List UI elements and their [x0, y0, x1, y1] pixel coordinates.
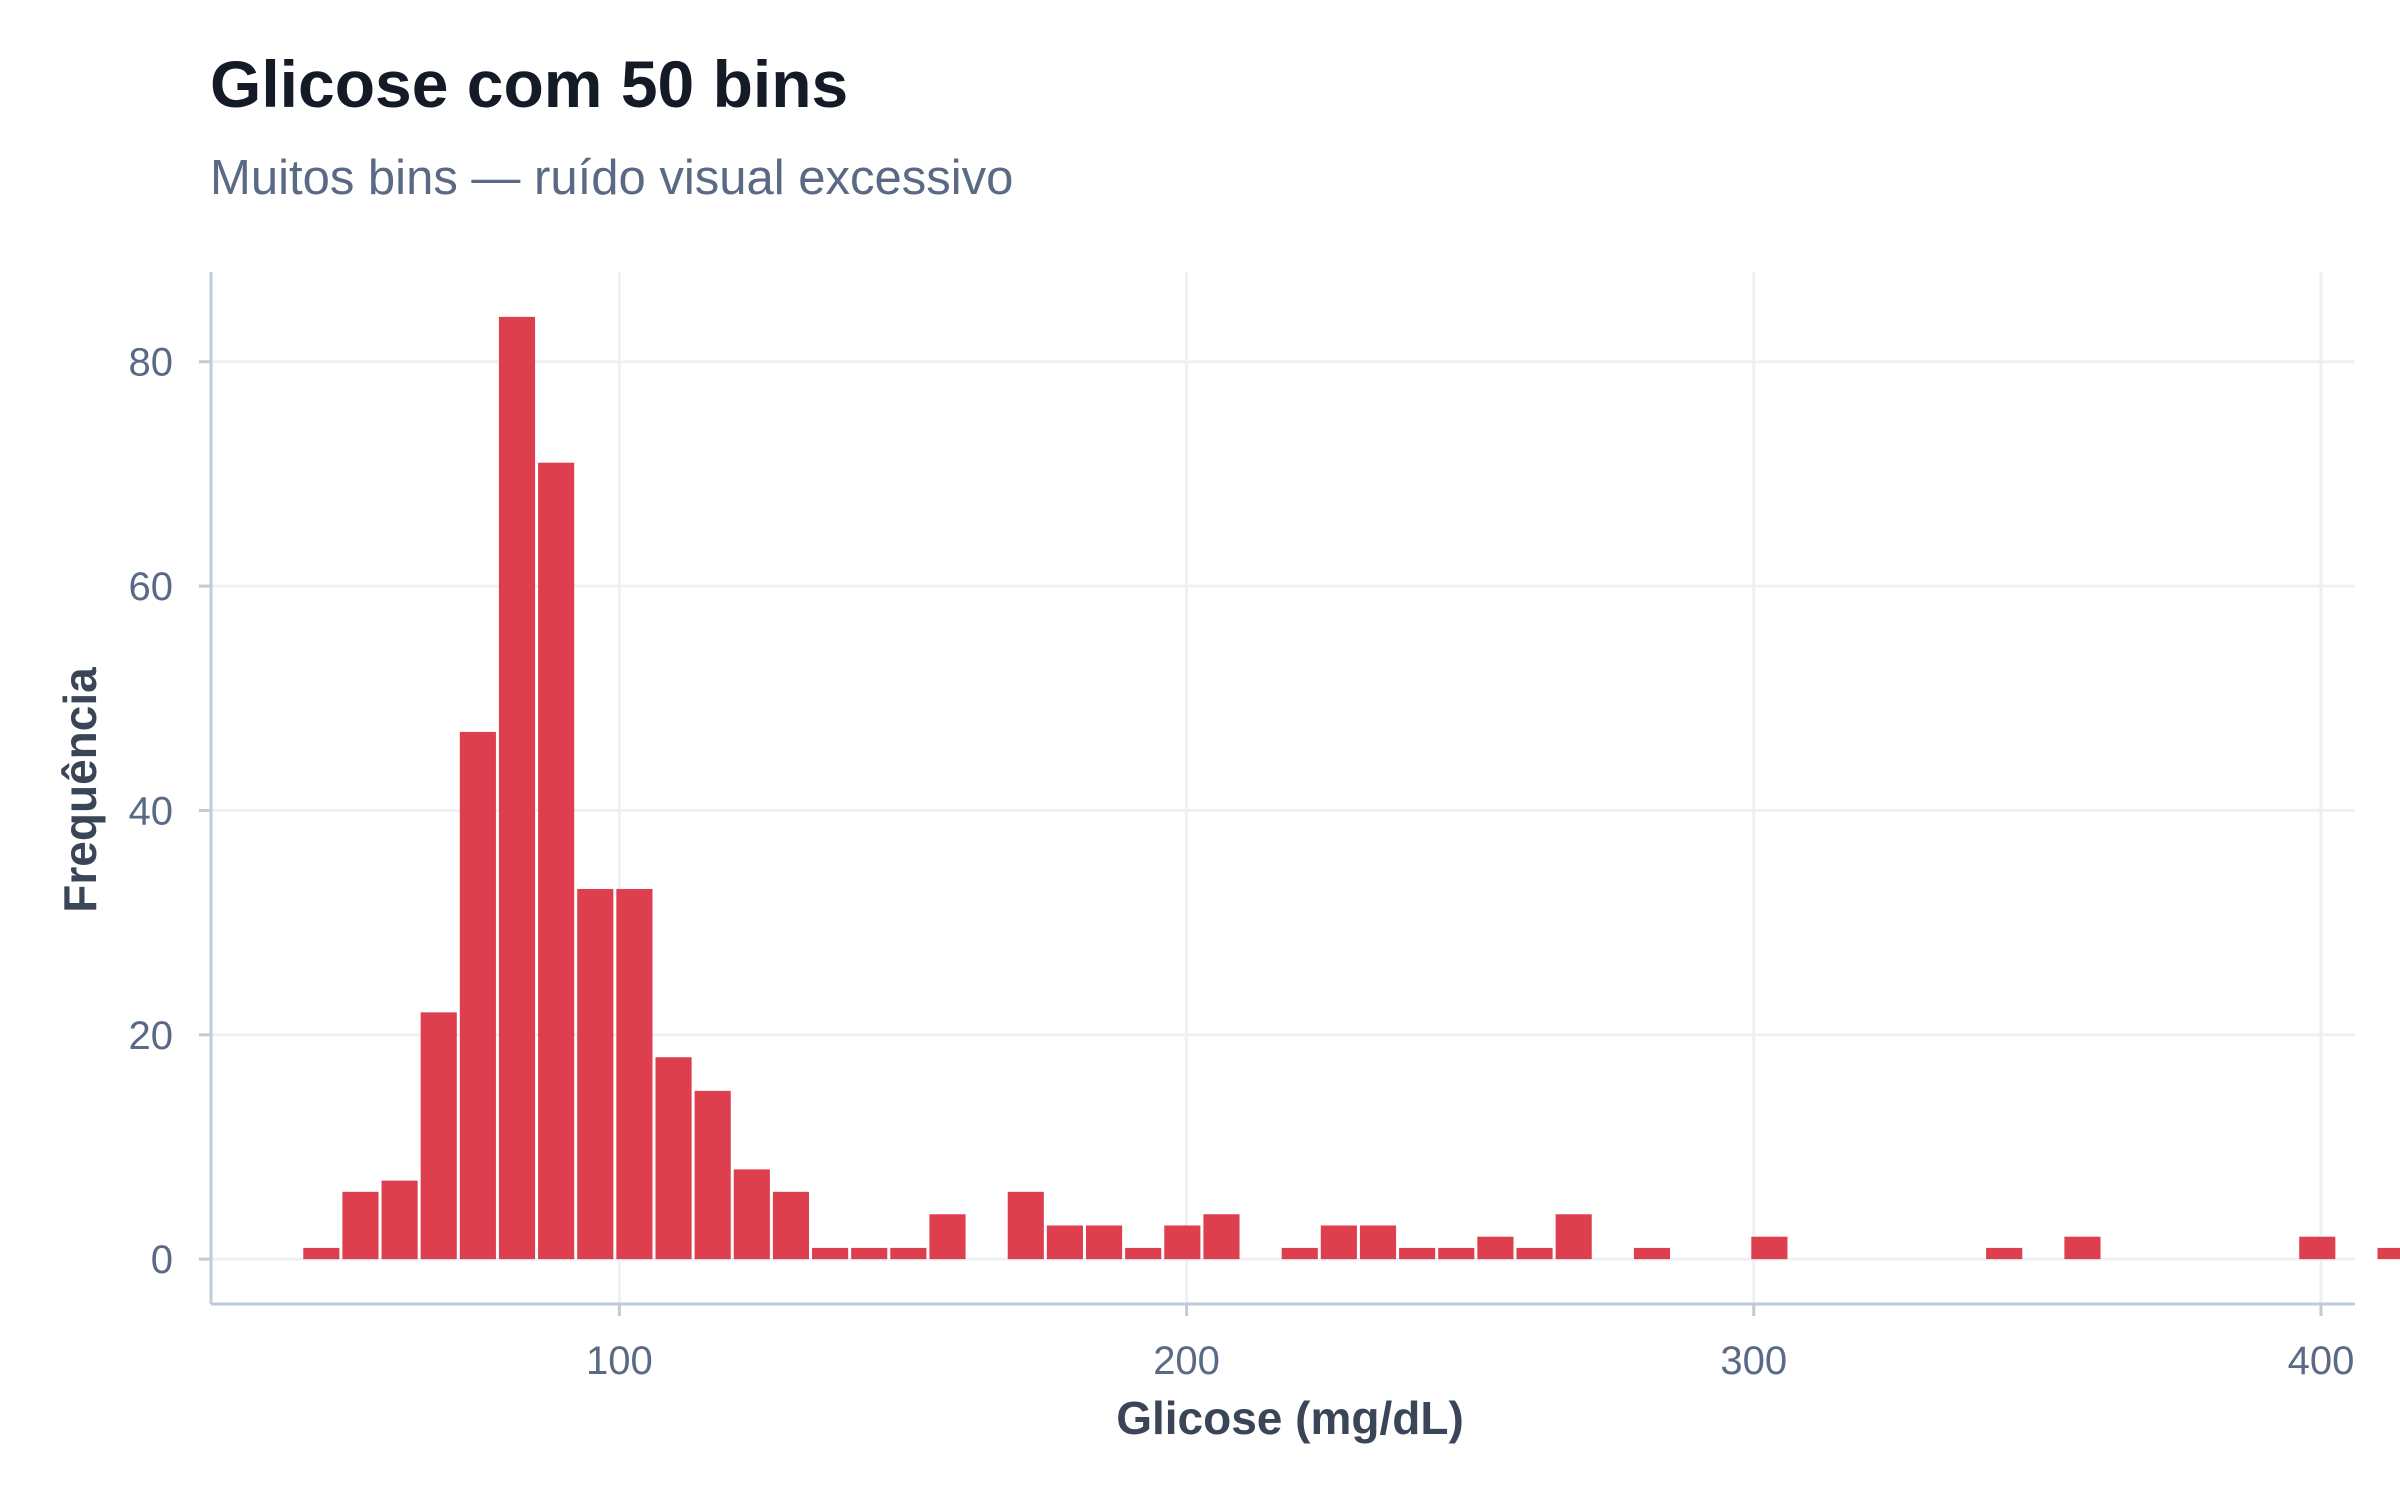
y-tick-label: 20 — [129, 1014, 174, 1058]
histogram-bar — [303, 1247, 340, 1260]
histogram-bar — [733, 1169, 770, 1260]
histogram-bars — [303, 316, 2400, 1260]
histogram-bar — [420, 1012, 457, 1260]
histogram-bar — [1281, 1247, 1318, 1260]
histogram-bar — [342, 1191, 379, 1260]
histogram-bar — [1320, 1225, 1357, 1260]
grid-lines — [211, 272, 2355, 1304]
histogram-bar — [1046, 1225, 1083, 1260]
x-tick-label: 100 — [586, 1339, 653, 1383]
chart-subtitle: Muitos bins — ruído visual excessivo — [210, 151, 1014, 205]
histogram-bar — [694, 1090, 731, 1260]
histogram-bar — [1125, 1247, 1162, 1260]
histogram-bar — [459, 731, 496, 1260]
x-tick-label: 300 — [1720, 1339, 1787, 1383]
histogram-bar — [812, 1247, 849, 1260]
histogram-bar — [2064, 1236, 2101, 1260]
x-axis-label: Glicose (mg/dL) — [1116, 1392, 1464, 1444]
tick-labels: 0 20 40 60 80 100 200 300 400 — [129, 341, 2355, 1383]
histogram-bar — [1986, 1247, 2023, 1260]
histogram-bar — [655, 1057, 692, 1260]
y-axis-label: Frequência — [54, 667, 106, 913]
histogram-bar — [1516, 1247, 1553, 1260]
y-tick-label: 60 — [129, 565, 174, 609]
histogram-bar — [1359, 1225, 1397, 1260]
histogram-bar — [2377, 1247, 2400, 1260]
histogram-bar — [498, 316, 536, 1260]
histogram-bar — [851, 1247, 888, 1260]
y-tick-label: 0 — [151, 1238, 173, 1282]
histogram-bar — [890, 1247, 927, 1260]
histogram-bar — [1751, 1236, 1788, 1260]
y-tick-label: 80 — [129, 341, 174, 385]
x-tick-label: 400 — [2288, 1339, 2355, 1383]
histogram-bar — [616, 888, 653, 1260]
histogram-bar — [929, 1214, 966, 1260]
histogram-bar — [1007, 1191, 1044, 1260]
histogram-bar — [1164, 1225, 1201, 1260]
y-tick-label: 40 — [129, 789, 174, 833]
histogram-bar — [538, 462, 575, 1260]
chart-title: Glicose com 50 bins — [210, 47, 849, 121]
histogram-bar — [2299, 1236, 2336, 1260]
histogram-bar — [1438, 1247, 1475, 1260]
histogram-bar — [1399, 1247, 1436, 1260]
histogram-bar — [1555, 1214, 1592, 1260]
histogram-bar — [1477, 1236, 1514, 1260]
histogram-bar — [1085, 1225, 1123, 1260]
histogram-bar — [577, 888, 614, 1260]
histogram-bar — [381, 1180, 418, 1260]
histogram-bar — [772, 1191, 810, 1260]
histogram-bar — [1203, 1214, 1240, 1260]
histogram-bar — [1633, 1247, 1671, 1260]
axes — [199, 272, 2355, 1316]
x-tick-label: 200 — [1153, 1339, 1220, 1383]
